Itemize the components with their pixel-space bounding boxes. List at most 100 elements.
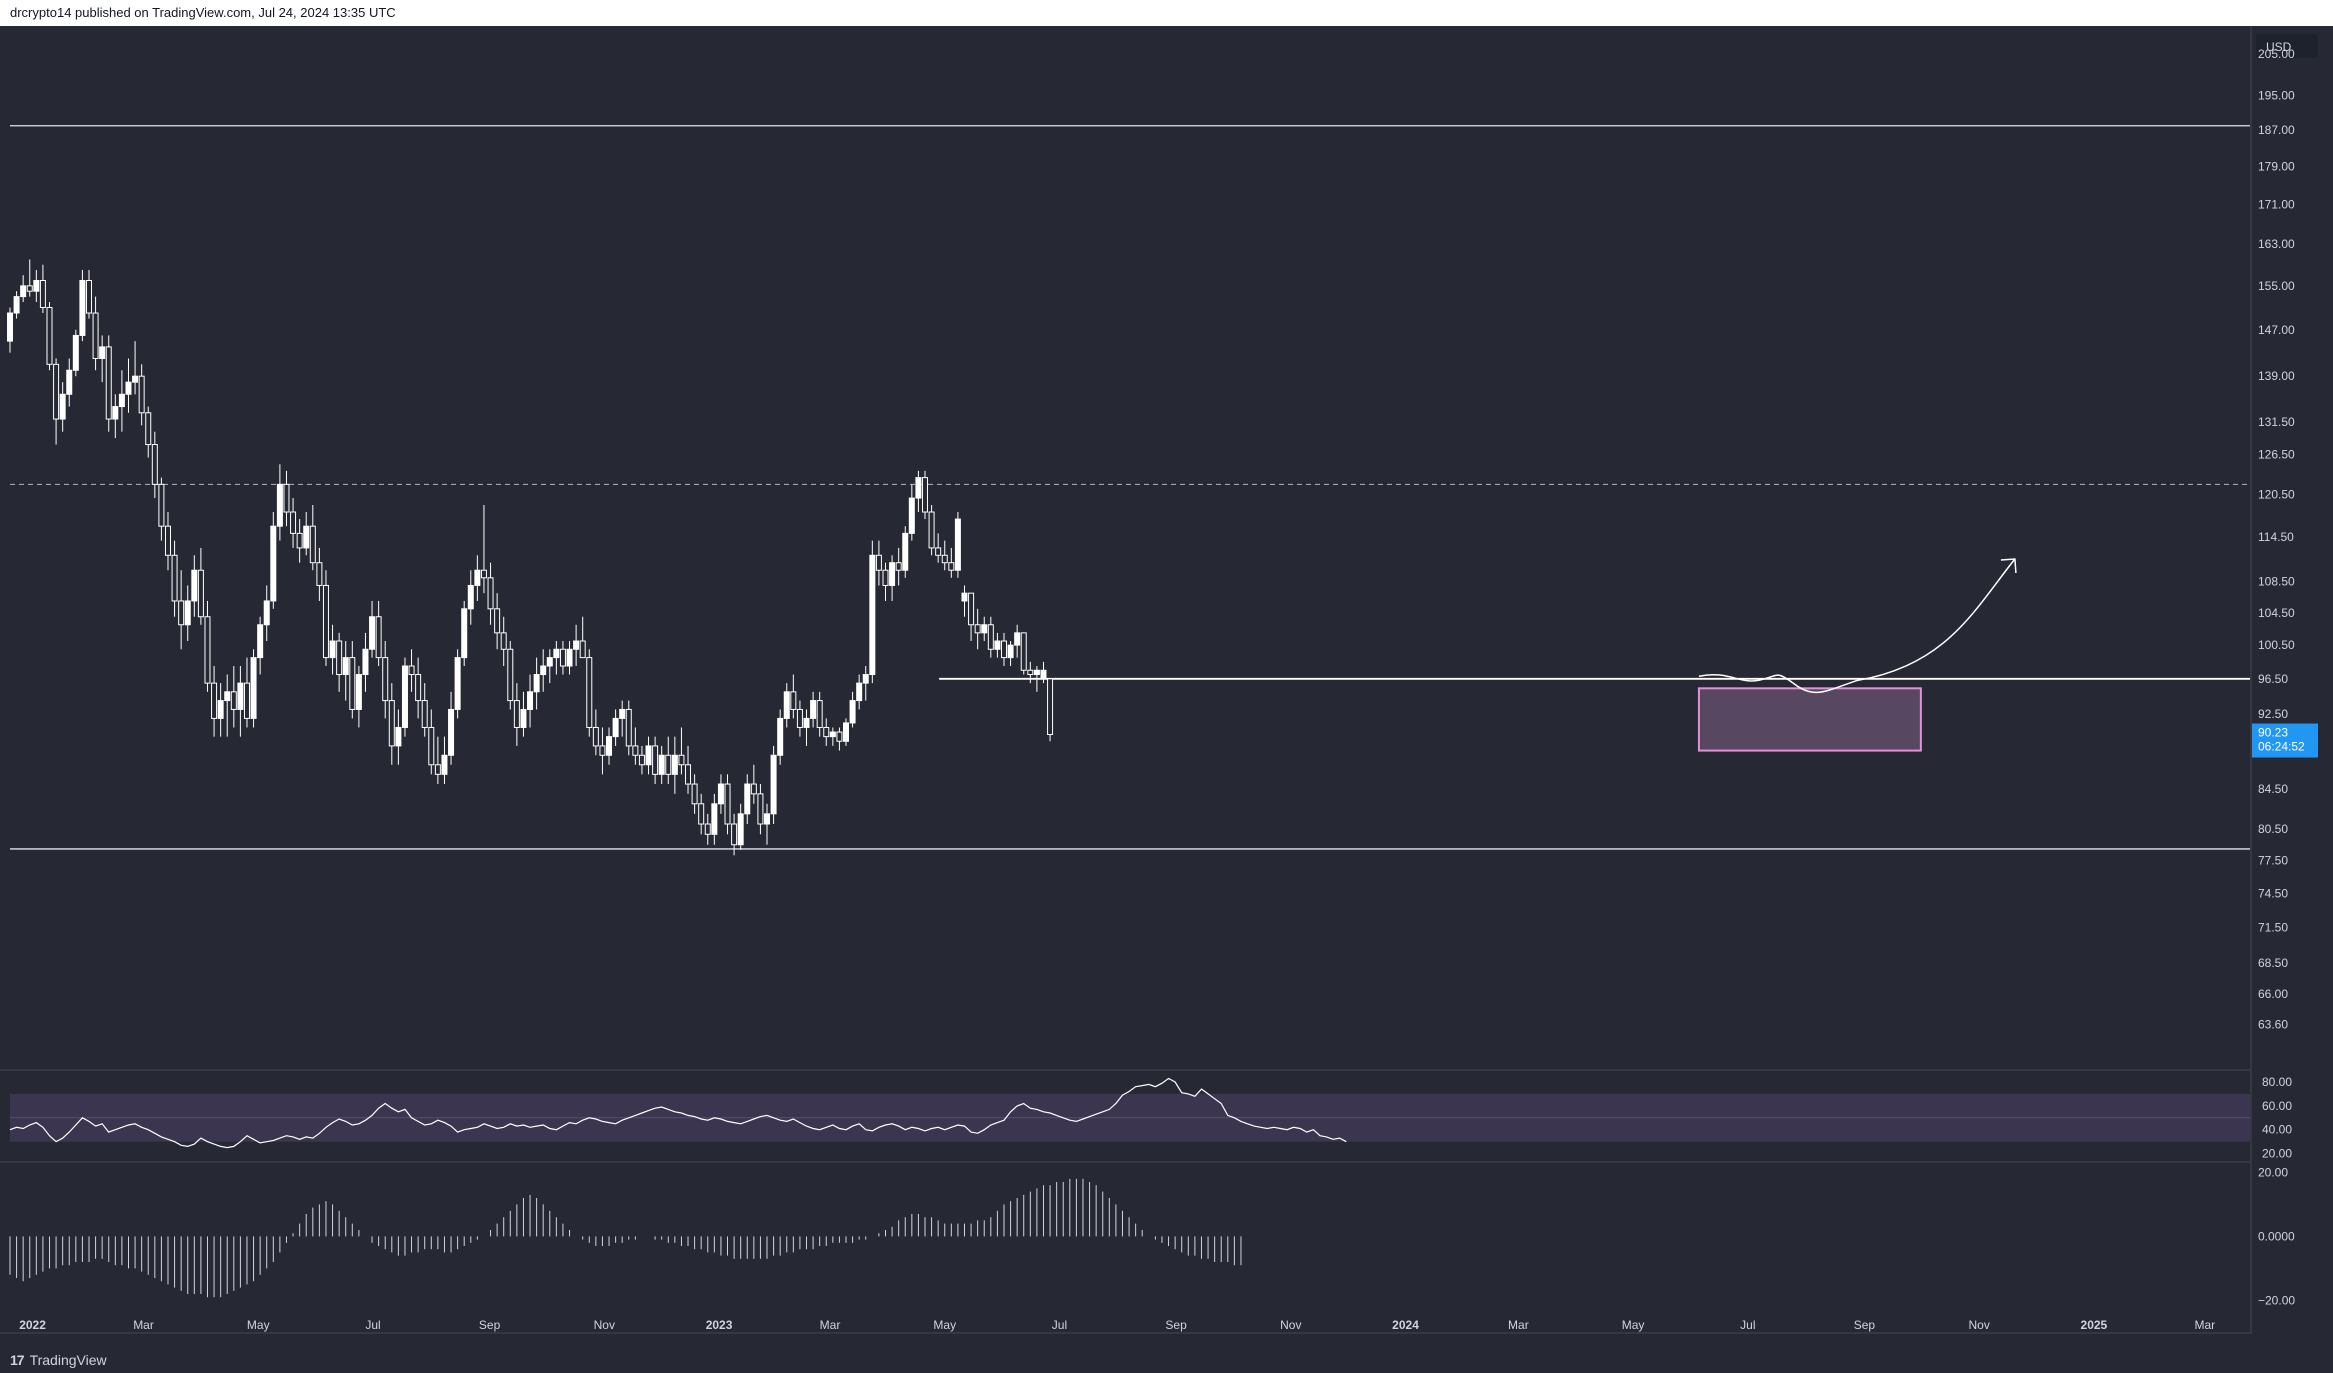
candle-body (85, 280, 92, 314)
price-tick-label: 71.50 (2258, 920, 2288, 934)
rsi-tick-label: 20.00 (2262, 1147, 2292, 1161)
candle-body (645, 745, 652, 766)
candle-body (204, 616, 211, 684)
price-tick-label: 147.00 (2258, 323, 2295, 337)
price-tick-label: 163.00 (2258, 237, 2295, 251)
candle-body (20, 285, 27, 298)
candle-body (941, 554, 948, 564)
price-tick-label: 120.50 (2258, 488, 2295, 502)
levels-layer (10, 125, 2250, 850)
price-tick-label: 68.50 (2258, 956, 2288, 970)
candle-body (632, 745, 639, 756)
price-tick-label: 92.50 (2258, 707, 2288, 721)
candle-body (164, 525, 171, 556)
candle-body (573, 640, 580, 650)
last-price-countdown: 06:24:52 (2258, 740, 2305, 754)
time-tick-label: Mar (1508, 1318, 1529, 1332)
candle-body (770, 754, 777, 815)
candle-body (26, 285, 33, 292)
time-tick-label: Sep (479, 1318, 501, 1332)
time-tick-label: Nov (1968, 1318, 1989, 1332)
time-tick-label: Nov (1280, 1318, 1301, 1332)
candle-body (276, 483, 283, 527)
candle-body (421, 700, 428, 728)
time-tick-label: May (933, 1318, 956, 1332)
candle-body (994, 640, 1001, 650)
time-tick-label: Jul (1740, 1318, 1755, 1332)
footer-bar: 17 TradingView (0, 1346, 2333, 1373)
candle-body (290, 511, 297, 534)
candle-body (546, 657, 553, 667)
candle-body (671, 754, 678, 775)
price-tick-label: 80.50 (2258, 822, 2288, 836)
candle-body (395, 726, 402, 747)
candle-body (711, 803, 718, 835)
time-tick-label: Jul (1052, 1318, 1067, 1332)
macd-tick-label: −20.00 (2258, 1293, 2295, 1307)
time-tick-label: 2023 (706, 1318, 733, 1332)
candle-body (731, 823, 738, 846)
price-tick-label: 77.50 (2258, 854, 2288, 868)
candle-body (211, 682, 218, 719)
publisher-line: drcrypto14 published on TradingView.com,… (10, 5, 396, 20)
currency-label[interactable]: USD (2266, 40, 2292, 54)
candle-body (849, 700, 856, 724)
price-tick-label: 131.50 (2258, 415, 2295, 429)
candle-body (263, 600, 270, 626)
candle-body (507, 648, 514, 702)
candle-body (369, 616, 376, 650)
candle-body (954, 518, 961, 571)
price-tick-label: 139.00 (2258, 369, 2295, 383)
macd-layer (9, 1178, 1242, 1298)
candle-body (566, 648, 573, 667)
candle-body (230, 691, 237, 710)
candle-body (7, 312, 13, 342)
candle-body (66, 369, 73, 395)
tradingview-brand[interactable]: TradingView (29, 1351, 107, 1368)
candle-body (138, 375, 145, 414)
price-tick-label: 171.00 (2258, 197, 2295, 211)
price-tick-label: 155.00 (2258, 279, 2295, 293)
candle-body (790, 691, 797, 710)
rsi-line (9, 1077, 1347, 1149)
time-tick-label: 2024 (1392, 1318, 1419, 1332)
time-axis-labels: 2022 Mar May Jul Sep Nov 2023 Mar May Jul Sep Nov 20… (19, 1318, 2215, 1332)
candle-body (836, 731, 843, 742)
chart-svg[interactable]: USD 205.00 195.00 187.00 179.00 171.00 163.00… (0, 26, 2333, 1346)
time-tick-label: Mar (133, 1318, 154, 1332)
macd-tick-label: 0.0000 (2258, 1229, 2295, 1243)
tradingview-logo-icon[interactable]: 17 (10, 1351, 25, 1368)
candle-body (184, 600, 191, 626)
candle-body (895, 562, 902, 571)
candle-body (553, 648, 560, 659)
candle-body (592, 726, 599, 747)
candle-body (441, 754, 448, 775)
chart-container[interactable]: USD 205.00 195.00 187.00 179.00 171.00 163.00… (0, 26, 2333, 1346)
candle-body (981, 624, 988, 634)
candle-body (53, 363, 60, 420)
candle-body (257, 624, 264, 659)
candle-body (467, 584, 474, 610)
candle-body (487, 577, 494, 610)
candle-body (928, 511, 935, 549)
candle-body (717, 783, 724, 805)
candle-body (658, 754, 665, 775)
rsi-layer (9, 1077, 1347, 1149)
candle-body (612, 717, 619, 738)
candle-body (968, 592, 975, 626)
candle-body (434, 764, 441, 775)
candle-body (112, 406, 119, 420)
currency-box[interactable] (2256, 34, 2318, 58)
candle-body (843, 722, 850, 742)
buy-zone-rectangle (1697, 687, 1922, 752)
candle-body (737, 813, 744, 846)
candle-body (586, 657, 593, 728)
rsi-band-layer (10, 1093, 2250, 1142)
candle-body (948, 562, 955, 571)
candle-body (316, 562, 323, 586)
candle-body (329, 640, 336, 659)
candle-body (665, 754, 672, 775)
candle-body (382, 657, 389, 702)
candle-body (803, 717, 810, 728)
candle-body (197, 569, 204, 618)
